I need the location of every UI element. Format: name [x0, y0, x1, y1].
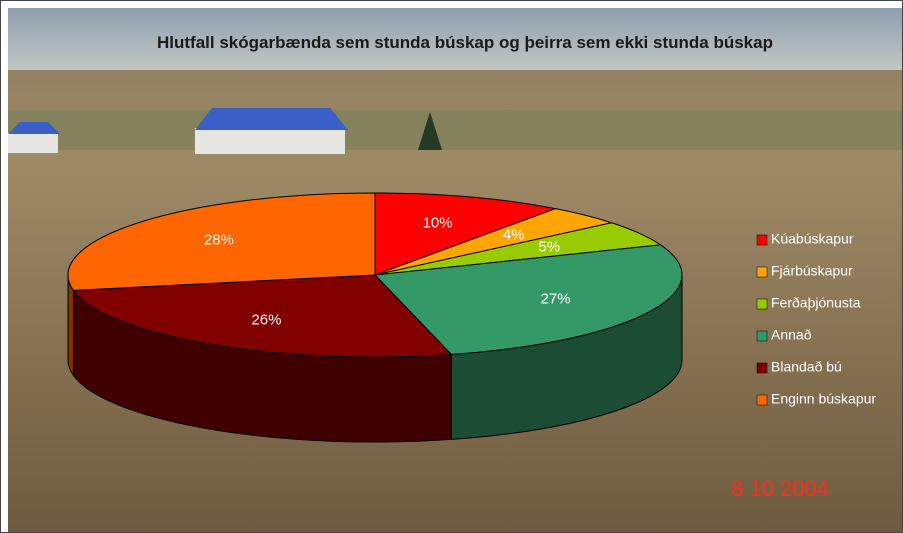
legend-label: Ferðaþjónusta — [771, 295, 861, 311]
data-label: 27% — [541, 291, 571, 308]
slice — [373, 244, 683, 355]
photo-sky — [8, 8, 903, 70]
photo-house — [195, 128, 345, 154]
data-label: 5% — [539, 238, 561, 255]
legend-swatch — [756, 266, 768, 278]
chart-title: Hlutfall skógarbænda sem stunda búskap o… — [157, 33, 773, 52]
slice — [72, 274, 453, 358]
data-label: 28% — [204, 231, 234, 248]
data-label: 4% — [503, 227, 525, 244]
photo-roof — [195, 108, 348, 130]
legend-label: Fjárbúskapur — [771, 263, 853, 279]
date-stamp: 8 10 2004 — [731, 476, 829, 501]
slice — [374, 192, 558, 276]
slice — [67, 192, 376, 291]
photo-grass — [8, 110, 903, 150]
legend-label: Kúabúskapur — [771, 231, 854, 247]
photo-tree — [418, 112, 442, 150]
data-label: 10% — [423, 214, 453, 231]
data-label: 26% — [251, 312, 281, 329]
legend-swatch — [756, 330, 768, 342]
photo-roof — [8, 122, 60, 134]
legend-swatch — [756, 394, 768, 406]
photo-house — [8, 133, 58, 153]
legend-swatch — [756, 234, 768, 246]
legend-swatch — [756, 298, 768, 310]
legend-label: Annað — [771, 327, 812, 343]
legend-label: Enginn búskapur — [771, 391, 876, 407]
legend-label: Blandað bú — [771, 359, 842, 375]
legend-swatch — [756, 362, 768, 374]
